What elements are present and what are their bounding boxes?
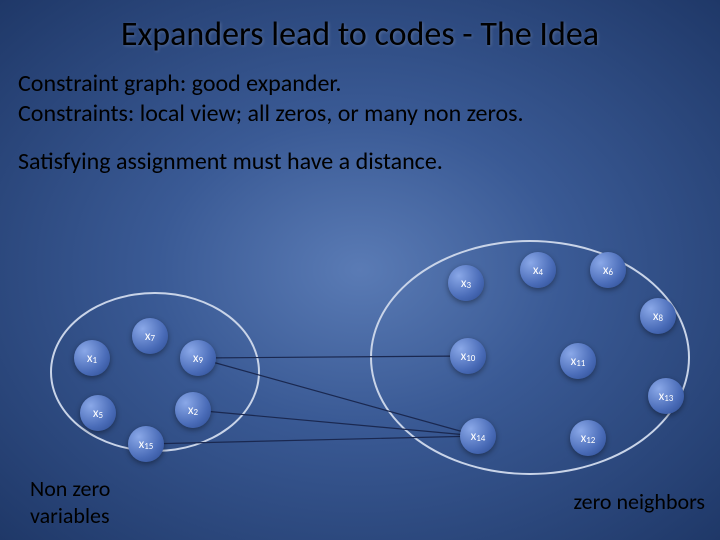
node-x3: x3 bbox=[448, 265, 484, 301]
node-sub: 11 bbox=[576, 358, 585, 369]
label-nonzero-l1: Non zero bbox=[30, 475, 150, 502]
body-text: Constraint graph: good expander. Constra… bbox=[0, 55, 720, 129]
line-3: Satisfying assignment must have a distan… bbox=[0, 129, 720, 176]
diagram-area: Non zero variables zero neighbors x1 x7 x9… bbox=[0, 230, 720, 540]
node-sub: 12 bbox=[586, 435, 595, 446]
node-x5: x5 bbox=[80, 395, 116, 431]
node-sub: 2 bbox=[194, 407, 199, 418]
node-x11: x11 bbox=[560, 343, 596, 379]
node-sub: 1 bbox=[93, 355, 98, 366]
node-sub: 6 bbox=[609, 267, 614, 278]
node-sub: 7 bbox=[151, 333, 156, 344]
node-sub: 13 bbox=[664, 393, 673, 404]
node-x4: x4 bbox=[520, 252, 556, 288]
node-sub: 8 bbox=[659, 313, 664, 324]
label-nonzero: Non zero variables bbox=[30, 475, 150, 529]
node-x15: x15 bbox=[128, 426, 164, 462]
slide-title: Expanders lead to codes - The Idea bbox=[0, 0, 720, 55]
node-x7: x7 bbox=[132, 318, 168, 354]
node-sub: 10 bbox=[466, 353, 475, 364]
node-sub: 14 bbox=[476, 433, 485, 444]
node-x2: x2 bbox=[175, 392, 211, 428]
node-x10: x10 bbox=[450, 338, 486, 374]
node-x6: x6 bbox=[590, 252, 626, 288]
node-x14: x14 bbox=[460, 418, 496, 454]
node-x12: x12 bbox=[570, 420, 606, 456]
line-2: Constraints: local view; all zeros, or m… bbox=[18, 99, 702, 129]
node-x1: x1 bbox=[74, 340, 110, 376]
node-sub: 4 bbox=[539, 267, 544, 278]
node-x13: x13 bbox=[648, 378, 684, 414]
line-1: Constraint graph: good expander. bbox=[18, 69, 702, 99]
node-sub: 5 bbox=[99, 410, 104, 421]
label-nonzero-l2: variables bbox=[30, 502, 150, 529]
node-sub: 9 bbox=[199, 355, 204, 366]
node-x9: x9 bbox=[180, 340, 216, 376]
node-x8: x8 bbox=[640, 298, 676, 334]
label-zero-neighbors: zero neighbors bbox=[573, 488, 705, 515]
node-sub: 3 bbox=[467, 280, 472, 291]
node-sub: 15 bbox=[144, 441, 153, 452]
